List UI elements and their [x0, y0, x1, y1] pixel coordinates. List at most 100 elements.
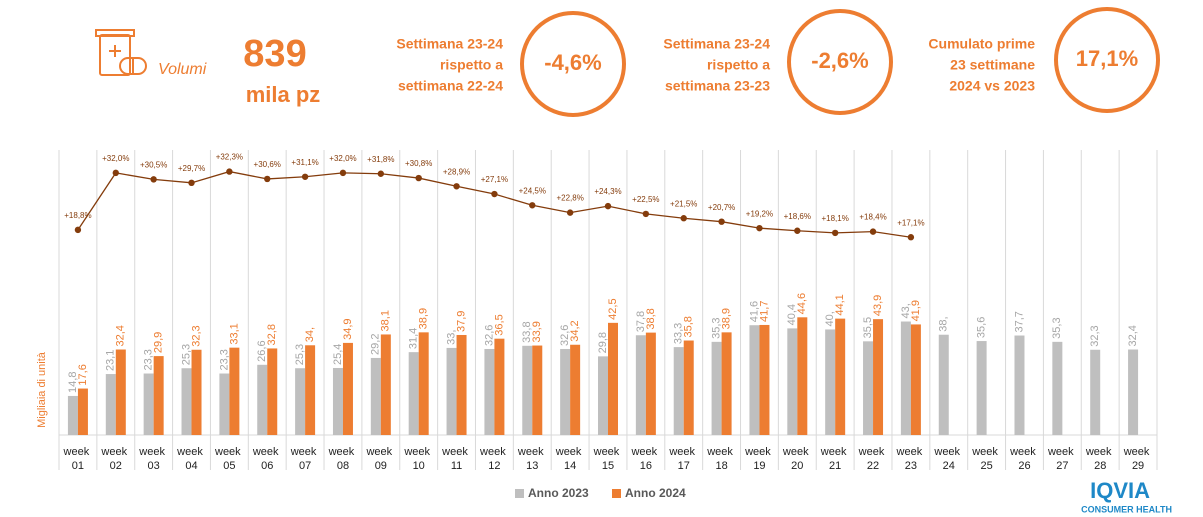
bar [873, 319, 884, 435]
growth-label: +27,1% [481, 175, 508, 184]
legend-swatch [612, 489, 621, 498]
bar-label: 33,9 [531, 321, 543, 342]
bar-label: 41,9 [910, 300, 922, 321]
bar [418, 332, 429, 435]
bar-label: 29,9 [153, 332, 165, 353]
x-tick-label: week 04 [176, 446, 206, 472]
kpi-circle [520, 11, 626, 117]
growth-point [339, 169, 347, 177]
bar [673, 347, 684, 435]
growth-point [415, 174, 422, 182]
bar-label: 37,8 [635, 311, 647, 332]
growth-point [794, 227, 801, 234]
growth-label: +22,5% [632, 195, 659, 204]
x-tick-label: week 16 [630, 446, 660, 472]
y-axis-title: Migliaia di unità [36, 351, 48, 428]
bar [900, 321, 911, 435]
bar-label: 25,4 [332, 344, 344, 365]
bar [532, 345, 543, 435]
bar-label: 37,7 [1013, 311, 1025, 332]
x-tick-label: week 26 [1009, 446, 1039, 472]
bar [332, 367, 343, 435]
x-tick-label: week 27 [1047, 446, 1077, 472]
bar [825, 329, 836, 435]
x-tick-label: week 23 [896, 446, 926, 472]
kpi-text: Settimana 23-24 [396, 36, 503, 52]
growth-label: +30,8% [405, 159, 432, 168]
bar [267, 348, 278, 435]
kpi-text: Cumulato prime [928, 36, 1035, 52]
bar-label: 38,9 [720, 308, 732, 329]
bar [143, 373, 154, 435]
growth-label: +22,8% [556, 194, 583, 203]
x-tick-label: week 17 [668, 446, 698, 472]
growth-point [264, 175, 271, 183]
bar [938, 334, 949, 435]
kpi-text: Settimana 23-24 [663, 36, 770, 52]
bar [494, 338, 505, 435]
bar-label: 40, [824, 311, 836, 326]
bar [1014, 335, 1025, 435]
bar [342, 342, 353, 435]
bar [608, 322, 618, 435]
bar [77, 388, 88, 435]
bar-label: 23,1 [105, 350, 117, 371]
bar-label: 32,4 [1127, 325, 1139, 346]
bar-label: 38, [938, 316, 950, 331]
bar [749, 325, 760, 435]
bar-label: 32,3 [1089, 325, 1101, 346]
x-tick-label: week 24 [933, 446, 963, 472]
bar-label: 38,8 [645, 308, 657, 329]
bar-label: 43,9 [872, 295, 884, 316]
growth-label: +30,6% [254, 160, 281, 169]
bar-label: 38,9 [418, 308, 430, 329]
growth-point [831, 229, 839, 237]
x-tick-label: week 13 [517, 446, 547, 472]
bar [229, 347, 240, 435]
bar [683, 340, 694, 435]
bar-label: 35,3 [710, 317, 722, 338]
x-tick-label: week 07 [290, 446, 320, 472]
icon [95, 29, 147, 76]
growth-point [718, 218, 725, 225]
bar [759, 324, 770, 435]
bar [721, 332, 732, 435]
kpi-text: 23 settimane [950, 57, 1035, 73]
bar [257, 364, 268, 435]
bar [1128, 349, 1139, 435]
bar-label: 29,2 [370, 334, 382, 355]
bar [976, 341, 987, 435]
bar-label: 34, [304, 327, 316, 342]
bar [910, 324, 921, 435]
growth-label: +32,0% [329, 154, 356, 163]
x-tick-label: week 21 [820, 446, 850, 472]
bar-label: 33,3 [673, 323, 685, 344]
bar-label: 33,1 [228, 323, 240, 344]
growth-label: +17,1% [897, 218, 924, 227]
bar-label: 41,6 [748, 301, 760, 322]
bar-label: 32,6 [483, 325, 495, 346]
bar [219, 373, 230, 435]
growth-point [150, 176, 157, 183]
bar-label: 14,8 [67, 372, 79, 393]
bar [522, 345, 533, 435]
x-tick-label: week 25 [971, 446, 1001, 472]
growth-point [491, 190, 498, 198]
x-tick-label: week 11 [441, 446, 471, 472]
x-tick-label: week 09 [365, 446, 395, 472]
bar [305, 345, 316, 435]
growth-label: +21,5% [670, 199, 697, 208]
bar [295, 368, 306, 435]
bar [181, 368, 192, 435]
growth-point [188, 179, 195, 187]
bar [380, 334, 391, 435]
bar-label: 32,8 [266, 324, 278, 345]
growth-point [301, 173, 309, 180]
bar [711, 341, 722, 435]
bar [115, 349, 126, 435]
logo-sub: CONSUMER HEALTH [1081, 504, 1172, 514]
x-tick-label: week 22 [858, 446, 888, 472]
bar [645, 332, 656, 435]
x-tick-label: week 20 [782, 446, 812, 472]
total: 839 [243, 33, 306, 75]
